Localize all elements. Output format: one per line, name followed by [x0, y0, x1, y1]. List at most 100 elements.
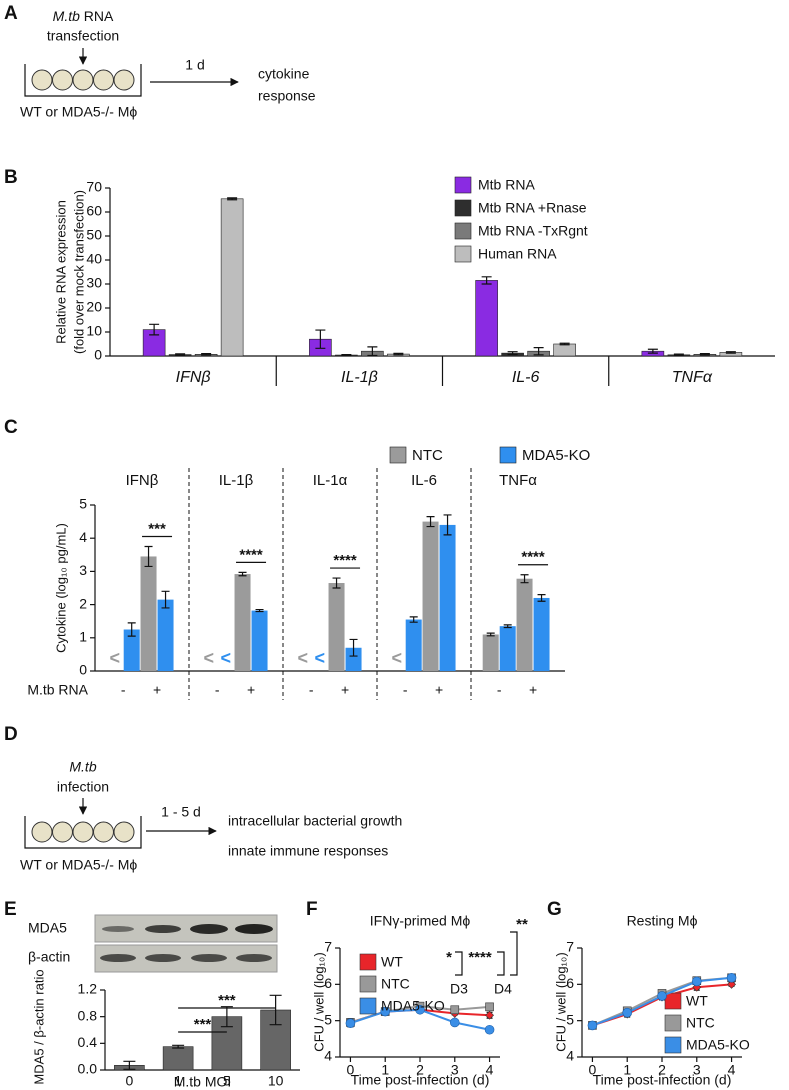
panel-label: E	[4, 899, 17, 920]
error-bar	[486, 632, 495, 637]
x-tick-label: +	[247, 682, 255, 698]
marker	[657, 991, 667, 1001]
chart-title: Resting Mϕ	[627, 913, 698, 929]
cell	[52, 821, 73, 843]
x-tick-label: +	[529, 682, 537, 698]
well-plate	[24, 816, 142, 849]
error-bar	[520, 574, 529, 584]
bar	[123, 629, 140, 671]
cell	[31, 821, 53, 843]
legend-swatch	[359, 997, 377, 1015]
x-axis-label: Time post-infection (d)	[593, 1072, 732, 1088]
x-tick-label: -	[497, 682, 502, 698]
error-bar	[269, 994, 282, 1026]
cell	[93, 69, 114, 91]
y-tick-label: 50	[86, 227, 102, 243]
marker	[726, 972, 737, 983]
legend-label: Mtb RNA	[478, 177, 535, 193]
cell	[72, 69, 94, 91]
panel-label: A	[4, 3, 18, 24]
x-tick-label: IL-1β	[341, 369, 378, 386]
y-tick-label: 4	[79, 529, 87, 545]
x-tick-label: 4	[728, 1062, 736, 1078]
x-tick-label: -	[403, 682, 408, 698]
agent: M.tb	[53, 8, 80, 24]
bracket	[455, 951, 463, 976]
legend-swatch	[359, 975, 377, 993]
significance: ***	[194, 1016, 212, 1033]
panel-label: D	[4, 724, 18, 745]
marker	[380, 1006, 391, 1017]
x-tick-label: 4	[486, 1062, 494, 1078]
x-tick-label: 1	[381, 1062, 389, 1078]
y-tick-label: 20	[86, 299, 102, 315]
error-bar	[175, 353, 186, 356]
material: RNA	[84, 8, 114, 24]
x-tick-label: -	[309, 682, 314, 698]
error-bar	[144, 545, 153, 568]
error-bar	[533, 347, 544, 356]
y-axis-label: (fold over mock transfection)	[71, 190, 86, 354]
legend-label: Mtb RNA +Rnase	[478, 200, 587, 216]
bar	[251, 610, 268, 671]
tray	[24, 64, 142, 97]
error-bar	[127, 622, 136, 637]
annotation: **	[516, 916, 528, 933]
legend-label: MDA5-KO	[381, 998, 445, 1014]
significance: ****	[333, 552, 357, 569]
x-tick-label: 2	[416, 1062, 424, 1078]
error-bar	[443, 514, 452, 536]
action: infection	[57, 779, 109, 795]
cells: WT or MDA5-/- Mϕ	[20, 857, 137, 873]
x-tick-label: 5	[223, 1073, 231, 1089]
significance: ***	[218, 992, 236, 1009]
bar	[405, 619, 422, 671]
error-bar	[161, 590, 170, 609]
blot-label: MDA5	[28, 920, 67, 936]
marker	[450, 1005, 460, 1015]
tray	[24, 816, 142, 849]
y-axis-label: Relative RNA expression	[53, 200, 68, 344]
x-tick-label: 1	[623, 1062, 631, 1078]
error-bar	[201, 353, 212, 356]
error-bar	[255, 608, 264, 613]
y-tick-label: 0.8	[78, 1007, 98, 1023]
x-axis-label: M.tb MOI	[174, 1074, 232, 1090]
bar	[439, 524, 456, 671]
y-tick-label: 4	[324, 1048, 332, 1064]
blot-band	[191, 954, 227, 962]
y-tick-label: 0	[79, 662, 87, 678]
legend-label: NTC	[381, 976, 410, 992]
y-tick-label: 1	[79, 629, 87, 645]
legend-label: NTC	[412, 447, 443, 464]
bar	[553, 343, 576, 357]
legend-label: WT	[686, 993, 708, 1009]
legend-swatch	[664, 1014, 682, 1032]
legend-label: NTC	[686, 1015, 715, 1031]
marker	[691, 976, 702, 987]
x-tick-label: +	[153, 682, 161, 698]
below-detection: <	[297, 648, 308, 668]
blot-band	[145, 925, 181, 933]
bracket	[510, 931, 518, 976]
y-tick-label: 4	[566, 1048, 574, 1064]
error-bar	[647, 348, 658, 354]
blot-band	[190, 924, 228, 934]
bar	[533, 597, 550, 671]
x-axis-label: Time post-infection (d)	[351, 1072, 490, 1088]
outcome: response	[258, 88, 316, 104]
legend-swatch	[664, 992, 682, 1010]
error-bar	[315, 329, 326, 349]
marker	[485, 1002, 494, 1012]
error-bar	[725, 351, 736, 354]
below-detection: <	[220, 648, 231, 668]
bar	[220, 198, 244, 357]
cell	[113, 821, 135, 843]
y-tick-label: 0	[94, 347, 102, 363]
x-tick-label: 10	[268, 1073, 284, 1089]
outcome: cytokine	[258, 66, 310, 82]
marker	[345, 1018, 356, 1029]
legend-label: MDA5-KO	[522, 447, 590, 464]
bar	[234, 574, 251, 671]
error-bar	[341, 353, 352, 357]
